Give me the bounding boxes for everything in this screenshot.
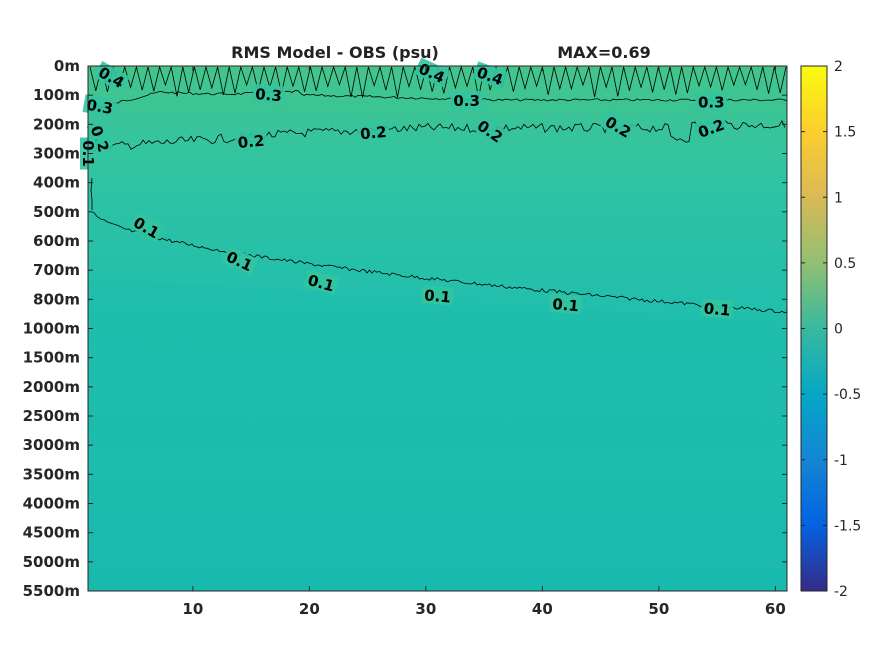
plot-area: 0.4 0.4 0.40.30.3 0.3 0.30.2 0.2 0.2 0.2 0.2 0.20… [79,57,788,592]
colorbar-tick-label: -0.5 [834,387,861,403]
contour-label-bg [450,91,483,109]
contour-label-bg [303,269,340,296]
contour-label-bg [692,113,730,142]
y-tick-label: 700m [33,261,80,279]
x-tick-label: 50 [648,600,669,618]
y-tick-label: 3000m [23,436,80,454]
colorbar-tick-label: -2 [834,584,848,600]
contour-label-bg [549,293,583,315]
y-tick-label: 200m [33,115,80,133]
contour-line-0-1-edge [90,177,93,210]
colorbar-tick-label: -1 [834,453,848,469]
contour-label: 0.3 [255,85,283,105]
colorbar-tick-label: 0 [834,322,843,338]
x-tick-label: 60 [765,600,786,618]
colorbar: 2 1.5 1 0.5 0 -0.5 -1 -1.5 -2 [800,59,861,600]
x-tick-label: 40 [532,600,553,618]
deep-shading [88,278,787,357]
contour-label-bg [128,211,166,243]
contour-label-bg [251,83,286,105]
y-tick-label: 1000m [23,320,80,338]
contour-label-bg [86,120,115,157]
y-tick-label: 4500m [23,524,80,542]
y-tick-label: 3500m [23,465,80,483]
contour-label-bg [82,94,118,118]
depth-field [88,66,787,591]
y-tick-label: 400m [33,174,80,192]
y-tick-label: 5000m [23,553,80,571]
y-tick-label: 300m [33,145,80,163]
contour-label-bg [472,114,509,148]
colorbar-gradient [800,65,828,592]
chart-title: RMS Model - OBS (psu) [231,43,439,62]
contour-label-bg [413,57,451,88]
x-tick-label: 10 [182,600,203,618]
colorbar-tick-label: 1 [834,190,843,206]
contour-line-0-2 [91,119,786,152]
contour-label-bg [695,92,728,111]
x-tick-label: 20 [299,600,320,618]
y-axis: 0m 100m 200m 300m 400m 500m 600m 700m 800m 1000m 1… [23,57,787,600]
y-tick-label: 2000m [23,378,80,396]
contour-line-0-1 [91,211,788,314]
y-tick-label: 800m [33,290,80,308]
contour-label: 0.3 [698,93,725,111]
contour-label: 0.2 [237,132,265,152]
y-tick-label: 5500m [23,582,80,600]
contour-label: 0.1 [552,295,580,315]
contour-label-bg [234,130,268,152]
contour-label: 0.1 [423,286,451,306]
y-tick-label: 1500m [23,349,80,367]
contour-label: 0.3 [453,92,480,110]
contour-line-0-3 [87,90,788,112]
y-tick-label: 600m [33,232,80,250]
y-tick-label: 0m [54,57,80,75]
contour-label: 0.3 [85,96,114,118]
max-value-label: MAX=0.69 [557,43,651,62]
contour-label-bg [356,121,391,143]
y-tick-label: 500m [33,203,80,221]
contour-label: 0.1 [703,299,731,319]
contour-label-bg [221,245,259,276]
x-axis: 10 20 30 40 50 60 [182,66,786,618]
contour-label-bg [600,110,637,143]
colorbar-tick-label: -1.5 [834,518,861,534]
x-tick-label: 30 [415,600,436,618]
contour-label: 0.2 [359,123,387,143]
contour-label-bg [93,61,131,93]
contour-label-bg [420,285,455,306]
y-tick-label: 2500m [23,407,80,425]
colorbar-tick-label: 1.5 [834,125,856,141]
y-tick-label: 4000m [23,495,80,513]
y-tick-label: 100m [33,86,80,104]
contour-label-bg [472,61,509,90]
colorbar-tick-label: 0.5 [834,256,856,272]
contour-label-bg [700,298,734,319]
colorbar-tick-label: 2 [834,59,843,75]
